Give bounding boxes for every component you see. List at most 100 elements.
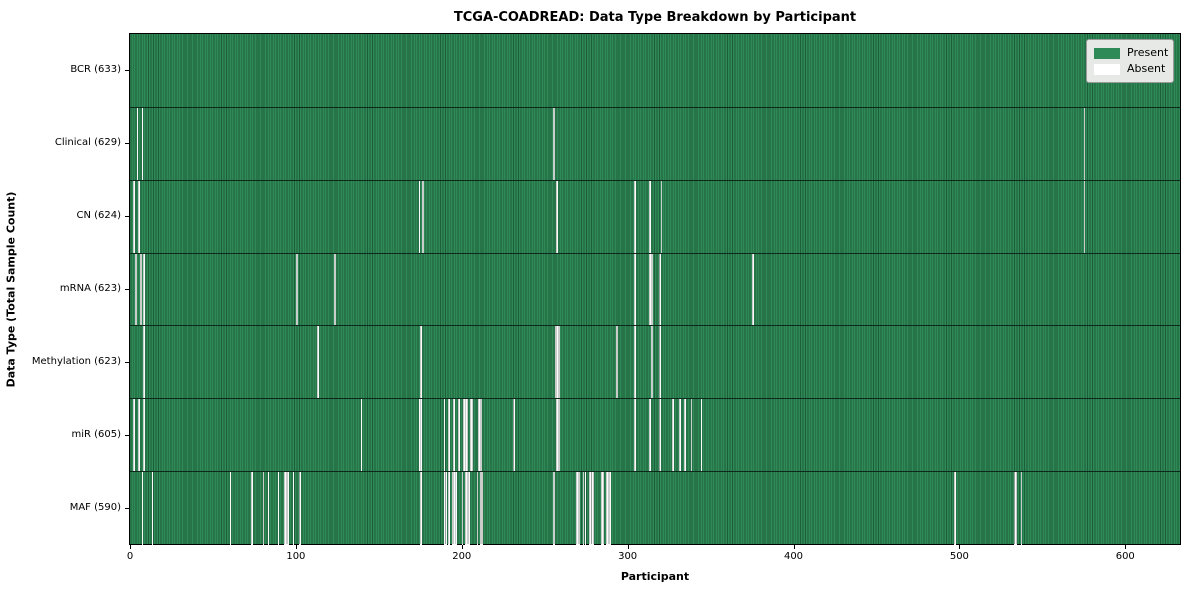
legend: Present Absent: [1086, 39, 1174, 83]
absent-stripe: [317, 326, 320, 400]
absent-stripe: [1083, 107, 1086, 181]
absent-stripe: [601, 472, 603, 545]
absent-stripe: [650, 326, 653, 400]
absent-stripe: [606, 472, 608, 545]
x-tick-label-300: 300: [618, 551, 638, 562]
heatmap-row-mRNA: [130, 252, 1180, 327]
x-tick: [461, 545, 463, 549]
absent-stripe: [277, 472, 280, 545]
absent-stripe: [136, 107, 139, 181]
absent-stripe: [481, 472, 484, 545]
y-tick: [125, 289, 129, 290]
x-tick-label-100: 100: [286, 551, 306, 562]
absent-stripe: [679, 399, 681, 473]
legend-entry-absent: Absent: [1094, 61, 1165, 77]
y-tick-label-CN: CN (624): [76, 210, 121, 222]
plot-area: [129, 33, 1181, 545]
absent-stripe: [471, 399, 474, 473]
absent-stripe: [634, 399, 636, 473]
absent-stripe: [659, 253, 661, 327]
absent-stripe: [954, 472, 957, 545]
absent-stripe: [634, 326, 636, 400]
absent-stripe: [465, 472, 467, 545]
y-tick-label-MAF: MAF (590): [69, 501, 121, 513]
heatmap-row-MAF: [130, 471, 1180, 545]
y-tick: [125, 434, 129, 436]
absent-stripe: [557, 399, 560, 473]
absent-stripe: [445, 472, 447, 545]
absent-stripe: [133, 180, 135, 254]
absent-stripe: [229, 472, 232, 545]
y-tick: [125, 70, 129, 72]
absent-stripe: [295, 253, 298, 327]
x-tick: [130, 545, 131, 549]
absent-stripe: [360, 399, 363, 473]
absent-stripe: [607, 472, 610, 545]
absent-stripe: [476, 472, 479, 545]
absent-stripe: [556, 326, 558, 400]
absent-stripe: [466, 472, 469, 545]
absent-stripe: [609, 472, 612, 545]
legend-entry-present: Present: [1094, 45, 1168, 61]
absent-stripe: [334, 253, 336, 327]
absent-stripe: [143, 253, 145, 327]
x-tick: [793, 545, 795, 549]
absent-stripe: [262, 472, 265, 545]
x-tick: [627, 545, 629, 549]
heatmap-row-CN: [130, 179, 1180, 254]
x-tick-label-0: 0: [126, 551, 134, 562]
absent-stripe: [443, 399, 446, 473]
absent-stripe: [143, 399, 145, 473]
x-tick-label-600: 600: [1115, 551, 1135, 562]
absent-stripe: [443, 472, 446, 545]
absent-stripe: [552, 107, 555, 181]
absent-swatch: [1094, 63, 1120, 75]
absent-stripe: [292, 472, 295, 545]
absent-stripe: [582, 472, 585, 545]
absent-stripe: [634, 253, 636, 327]
absent-stripe: [576, 472, 578, 545]
absent-stripe: [461, 472, 464, 545]
heatmap-row-Methylation: [130, 325, 1180, 400]
heatmap-row-Clinical: [130, 106, 1180, 181]
absent-stripe: [577, 472, 580, 545]
absent-stripe: [659, 326, 661, 400]
absent-stripe: [634, 180, 636, 254]
absent-stripe: [418, 180, 421, 254]
heatmap-row-BCR: [130, 34, 1180, 107]
absent-stripe: [616, 326, 618, 400]
absent-stripe: [141, 107, 144, 181]
y-tick: [125, 143, 129, 145]
absent-stripe: [448, 399, 451, 473]
absent-stripe: [453, 472, 456, 545]
absent-stripe: [1083, 180, 1086, 254]
absent-stripe: [287, 472, 290, 545]
absent-stripe: [591, 472, 593, 545]
y-tick: [125, 216, 129, 218]
x-axis-label: Participant: [620, 570, 690, 583]
absent-stripe: [455, 472, 457, 545]
absent-stripe: [418, 399, 421, 473]
absent-stripe: [453, 399, 456, 473]
absent-stripe: [139, 253, 142, 327]
absent-stripe: [602, 472, 605, 545]
absent-stripe: [556, 180, 558, 254]
absent-stripe: [649, 399, 651, 473]
absent-stripe: [463, 399, 466, 473]
absent-stripe: [552, 472, 555, 545]
y-tick-label-BCR: BCR (633): [70, 64, 121, 76]
absent-stripe: [513, 399, 515, 473]
absent-stripe: [672, 399, 675, 473]
absent-stripe: [299, 472, 301, 545]
absent-stripe: [592, 472, 595, 545]
absent-stripe: [284, 472, 286, 545]
y-tick-label-Clinical: Clinical (629): [54, 137, 121, 149]
absent-stripe: [649, 253, 651, 327]
x-tick: [959, 545, 961, 549]
absent-stripe: [1020, 472, 1023, 545]
y-tick-label-miR: miR (605): [71, 428, 121, 440]
absent-stripe: [151, 472, 154, 545]
x-tick-label-200: 200: [452, 551, 472, 562]
absent-stripe: [650, 253, 653, 327]
absent-stripe: [690, 399, 693, 473]
